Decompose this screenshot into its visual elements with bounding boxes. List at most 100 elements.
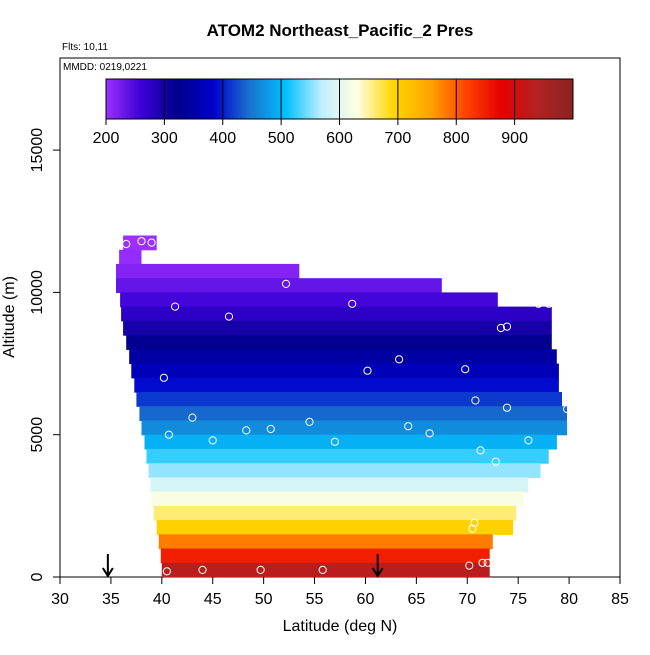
sample-point-12	[502, 322, 512, 331]
sample-point-38	[198, 565, 207, 575]
heatmap-band-0	[123, 235, 157, 251]
sample-points	[122, 237, 572, 576]
heatmap-band-5	[121, 306, 552, 322]
sample-point-30	[476, 446, 485, 455]
heatmap-band-23	[161, 562, 490, 578]
x-tick-label-7: 65	[407, 591, 425, 608]
arrow-marker-1	[371, 554, 384, 578]
sample-point-35	[465, 561, 474, 570]
sample-point-11	[496, 323, 505, 333]
heatmap-band-2	[116, 263, 300, 279]
sample-point-25	[425, 429, 434, 438]
sample-point-15	[461, 365, 470, 374]
sample-point-21	[305, 417, 314, 426]
colorbar-tick-label-6: 800	[443, 130, 470, 147]
sample-point-40	[318, 565, 327, 575]
sample-point-22	[404, 422, 413, 431]
heatmap-bands	[116, 235, 568, 578]
heatmap-band-9	[131, 363, 559, 379]
sample-point-7	[544, 299, 553, 308]
x-tick-label-8: 70	[458, 591, 476, 608]
x-tick-label-3: 45	[204, 591, 222, 608]
sample-point-34	[478, 558, 487, 567]
y-axis-title: Altitude (m)	[1, 276, 18, 358]
colorbar-tick-label-4: 600	[326, 130, 353, 147]
heatmap-band-1	[119, 249, 142, 265]
sample-point-20	[188, 413, 197, 422]
x-tick-label-4: 50	[255, 591, 273, 608]
sample-point-5	[502, 288, 512, 297]
sample-point-8	[348, 299, 357, 308]
sample-point-10	[224, 312, 234, 321]
x-tick-label-1: 35	[102, 591, 120, 608]
axes: 30 35 40 45 50 55 60 65 70 75 80 85 0 5000 10000 15000	[29, 128, 629, 608]
x-tick-label-5: 55	[306, 591, 324, 608]
sample-point-2	[147, 238, 156, 247]
sample-point-3	[281, 279, 291, 288]
x-tick-label-10: 80	[560, 591, 578, 608]
heatmap-band-15	[146, 448, 549, 464]
arrow-markers	[102, 554, 384, 578]
sample-point-28	[330, 437, 339, 446]
colorbar-tick-label-2: 400	[209, 130, 236, 147]
heatmap-band-10	[134, 377, 559, 393]
sample-point-24	[266, 424, 275, 434]
colorbar-tick-label-3: 500	[268, 130, 295, 147]
heatmap-band-6	[123, 320, 552, 336]
sample-point-1	[137, 237, 146, 246]
arrow-head-0	[102, 567, 114, 578]
x-axis-title: Latitude (deg N)	[283, 618, 398, 635]
heatmap-band-17	[150, 477, 529, 493]
heatmap-band-14	[144, 434, 557, 450]
sample-point-26	[164, 430, 173, 439]
colorbar-tick-label-7: 900	[501, 130, 528, 147]
heatmap-band-11	[136, 392, 562, 407]
sample-point-31	[491, 457, 500, 466]
colorbar-tick-label-0: 200	[93, 130, 120, 147]
arrow-head-1	[371, 567, 384, 578]
y-tick-label-1: 5000	[29, 417, 46, 453]
y-tick-label-2: 10000	[29, 270, 46, 315]
sample-point-4	[440, 268, 449, 277]
heatmap-band-4	[120, 292, 498, 308]
heatmap-band-20	[156, 520, 514, 535]
x-tick-label-2: 40	[153, 591, 171, 608]
x-tick-label-11: 85	[611, 591, 629, 608]
arrow-marker-0	[102, 554, 114, 578]
colorbar: 200 300 400 500 600 700 800 900	[93, 78, 574, 147]
heatmap-band-12	[139, 406, 567, 421]
chart-title: ATOM2 Northeast_Pacific_2 Pres	[207, 21, 474, 40]
x-tick-label-9: 75	[509, 591, 527, 608]
heatmap-band-7	[126, 335, 552, 350]
sample-point-33	[468, 524, 477, 533]
sample-point-27	[208, 436, 217, 445]
heatmap-band-13	[141, 420, 568, 436]
heatmap-band-18	[151, 491, 524, 507]
colorbar-tick-label-5: 700	[385, 130, 412, 147]
sample-point-0	[122, 239, 131, 249]
heatmap-band-22	[160, 548, 490, 564]
sample-point-19	[563, 405, 572, 414]
sample-point-17	[471, 396, 480, 405]
date-label: MMDD: 0219,0221	[63, 62, 147, 73]
y-tick-label-0: 0	[29, 572, 46, 581]
heatmap-band-19	[153, 505, 517, 521]
sample-point-23	[242, 426, 251, 435]
sample-point-37	[162, 567, 171, 576]
flights-label: Flts: 10,11	[62, 42, 108, 53]
heatmap-band-8	[129, 349, 557, 365]
sample-point-29	[524, 436, 533, 445]
heatmap-band-16	[148, 463, 541, 478]
sample-point-9	[171, 302, 180, 311]
x-tick-label-0: 30	[51, 591, 69, 608]
sample-point-36	[483, 558, 492, 567]
sample-point-32	[470, 518, 479, 528]
heatmap-band-3	[116, 278, 442, 293]
sample-point-39	[256, 565, 265, 575]
y-tick-label-3: 15000	[29, 128, 46, 173]
x-tick-label-6: 60	[357, 591, 375, 608]
sample-point-16	[159, 373, 168, 382]
sample-point-6	[534, 299, 543, 308]
